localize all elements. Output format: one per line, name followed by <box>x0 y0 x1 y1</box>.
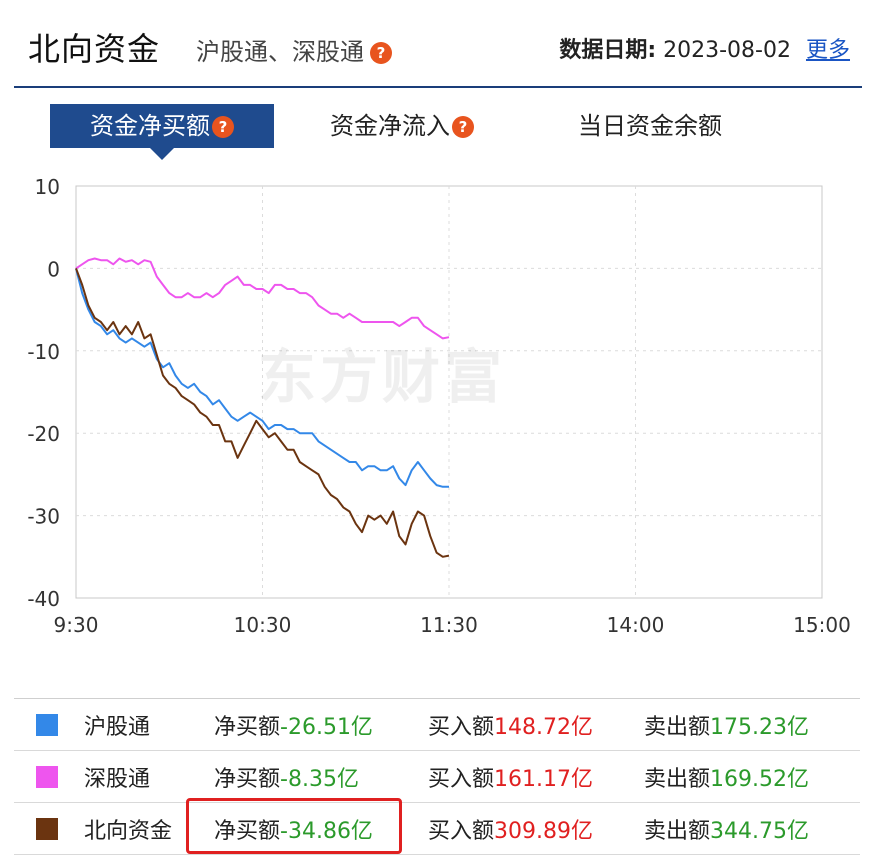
sell-amount-value: 169.52亿 <box>710 766 809 792</box>
buy-amount-value: 148.72亿 <box>494 714 593 740</box>
help-icon[interactable]: ? <box>370 42 392 64</box>
legend-series-cell: 沪股通 <box>14 698 184 751</box>
help-icon[interactable]: ? <box>452 116 474 138</box>
legend-swatch <box>36 713 58 736</box>
sell-amount-value: 175.23亿 <box>710 714 809 740</box>
tab-net-buy[interactable]: 资金净买额? <box>50 104 274 160</box>
buy-amount-label: 买入额 <box>428 766 495 792</box>
buy-amount: 买入额309.89亿 <box>414 802 630 855</box>
net-buy-value: -34.86亿 <box>280 818 373 844</box>
sell-amount-label: 卖出额 <box>644 714 711 740</box>
net-buy: 净买额-34.86亿 <box>184 802 414 855</box>
legend-row: 沪股通 净买额-26.51亿 买入额148.72亿 卖出额175.23亿 <box>14 698 860 751</box>
legend-series-name: 深股通 <box>84 766 151 792</box>
tab-net-inflow[interactable]: 资金净流入? <box>302 104 502 148</box>
legend-table: 沪股通 净买额-26.51亿 买入额148.72亿 卖出额175.23亿 深股通 净买额-… <box>14 698 860 855</box>
more-link[interactable]: 更多 <box>805 38 850 63</box>
tab-bar: 资金净买额? 资金净流入? 当日资金余额 <box>0 100 882 160</box>
buy-amount: 买入额148.72亿 <box>414 698 630 751</box>
legend-swatch <box>36 765 58 788</box>
net-buy-label: 净买额 <box>214 766 281 792</box>
net-buy-label: 净买额 <box>214 714 281 740</box>
series-line <box>75 268 450 558</box>
x-tick-label: 9:30 <box>54 613 99 637</box>
x-tick-label: 15:00 <box>793 613 851 637</box>
legend-series-name: 沪股通 <box>84 714 151 740</box>
sell-amount: 卖出额175.23亿 <box>630 698 860 751</box>
buy-amount: 买入额161.17亿 <box>414 750 630 803</box>
legend-row: 深股通 净买额-8.35亿 买入额161.17亿 卖出额169.52亿 <box>14 750 860 803</box>
buy-amount-value: 161.17亿 <box>494 766 593 792</box>
date-value: 2023-08-02 <box>663 38 791 63</box>
subtitle: 沪股通、深股通? <box>196 32 392 67</box>
data-date: 数据日期: 2023-08-02 更多 <box>559 32 850 64</box>
tab-label: 资金净流入 <box>330 112 450 140</box>
x-tick-label: 11:30 <box>420 613 478 637</box>
tab-daily-balance[interactable]: 当日资金余额 <box>540 104 760 148</box>
net-buy: 净买额-8.35亿 <box>184 750 414 803</box>
buy-amount-label: 买入额 <box>428 818 495 844</box>
series-line <box>75 257 450 340</box>
legend-swatch <box>36 817 58 840</box>
buy-amount-label: 买入额 <box>428 714 495 740</box>
x-tick-label: 10:30 <box>234 613 292 637</box>
net-buy-value: -8.35亿 <box>280 766 359 792</box>
header-divider <box>14 86 862 88</box>
highlight-box <box>186 798 402 854</box>
y-tick-label: -20 <box>27 422 60 446</box>
y-tick-label: 0 <box>47 257 60 281</box>
sell-amount-label: 卖出额 <box>644 818 711 844</box>
header: 北向资金 沪股通、深股通? 数据日期: 2023-08-02 更多 <box>0 0 882 90</box>
legend-series-cell: 深股通 <box>14 750 184 803</box>
net-buy-chart: 10 0 -10 -20 -30 -409:30 10:30 11:30 14:00 15:00 <box>27 175 851 637</box>
legend-series-cell: 北向资金 <box>14 802 184 855</box>
net-buy: 净买额-26.51亿 <box>184 698 414 751</box>
sell-amount-label: 卖出额 <box>644 766 711 792</box>
y-tick-label: -40 <box>27 587 60 611</box>
net-buy-value: -26.51亿 <box>280 714 373 740</box>
sell-amount: 卖出额344.75亿 <box>630 802 860 855</box>
net-buy-label: 净买额 <box>214 818 281 844</box>
date-label: 数据日期: <box>559 38 657 63</box>
series-line <box>75 268 449 488</box>
sell-amount: 卖出额169.52亿 <box>630 750 860 803</box>
tab-label: 资金净买额 <box>90 112 210 140</box>
help-icon[interactable]: ? <box>212 116 234 138</box>
legend-series-name: 北向资金 <box>84 818 173 844</box>
chart-area: 10 0 -10 -20 -30 -40 9:30 10:30 11:30 14:00 15:00 <box>0 168 882 648</box>
buy-amount-value: 309.89亿 <box>494 818 593 844</box>
tab-label: 当日资金余额 <box>578 112 722 140</box>
page-title: 北向资金 <box>28 30 161 68</box>
y-tick-label: -30 <box>27 505 60 529</box>
x-tick-label: 14:00 <box>607 613 665 637</box>
legend-row: 北向资金 净买额-34.86亿 买入额309.89亿 卖出额344.75亿 <box>14 802 860 855</box>
watermark: 东方财富 <box>258 343 507 411</box>
subtitle-text: 沪股通、深股通 <box>196 38 364 66</box>
y-tick-label: -10 <box>27 340 60 364</box>
sell-amount-value: 344.75亿 <box>710 818 809 844</box>
y-tick-label: 10 <box>35 175 60 199</box>
